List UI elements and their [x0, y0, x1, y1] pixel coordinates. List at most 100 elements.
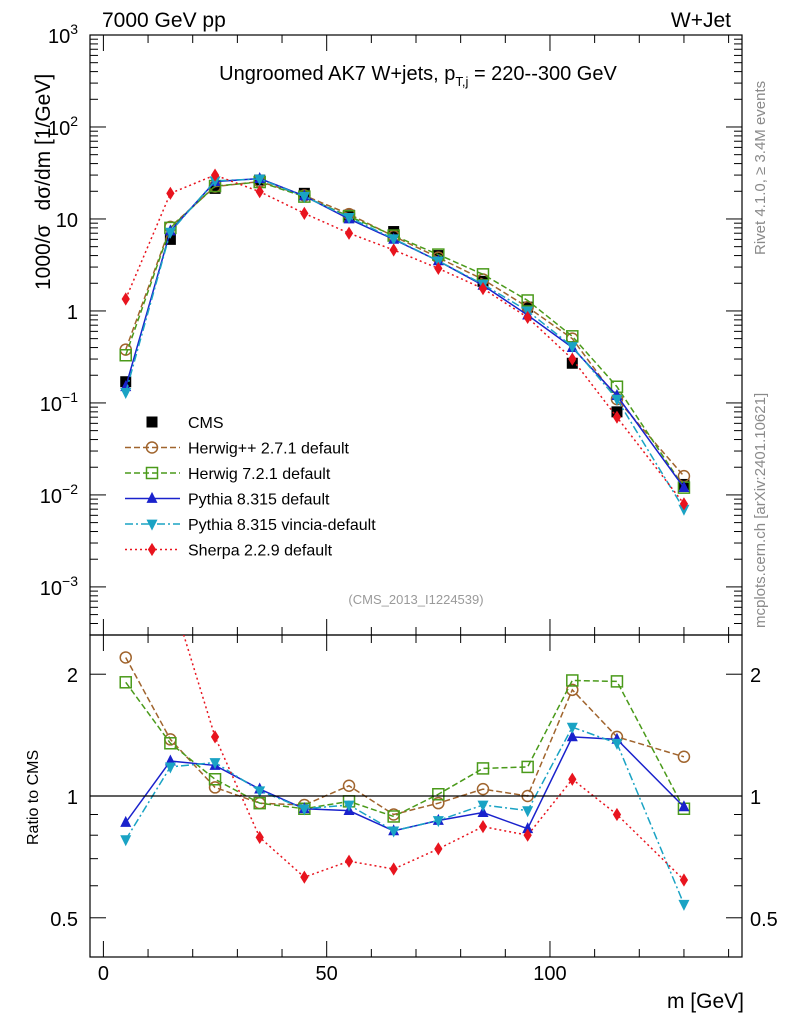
ratio-data-point [344, 854, 354, 868]
y-tick-label: 10−3 [40, 573, 78, 600]
ratio-data-point [164, 737, 177, 750]
legend-marker [145, 441, 159, 454]
ratio-data-point [566, 674, 579, 687]
ratio-data-point [432, 796, 445, 810]
top-data-point [521, 294, 534, 307]
y-axis-label-a: 1000/σ [32, 224, 55, 290]
legend-entry: Herwig 7.2.1 default [125, 466, 331, 483]
ratio-y-tick-label: 2 [67, 665, 78, 687]
top-data-point [121, 292, 130, 306]
ratio-data-point [389, 862, 398, 876]
legend-entry: Pythia 8.315 vincia-default [125, 517, 376, 534]
ratio-data-point [208, 781, 222, 794]
x-tick-label: 0 [98, 963, 109, 985]
ratio-data-point [432, 816, 444, 828]
ratio-data-point [568, 772, 577, 786]
top-data-point [343, 213, 355, 225]
ratio-data-point [388, 826, 400, 838]
analysis-id: (CMS_2013_I1224539) [348, 592, 483, 607]
x-tick-labels: 0 50 100 [98, 963, 567, 985]
top-data-point [389, 243, 398, 257]
ratio-data-point [522, 822, 534, 834]
ratio-data-point [164, 762, 176, 774]
ratio-data-point [478, 820, 488, 834]
top-data-point [612, 410, 622, 424]
ratio-data-point [255, 830, 264, 845]
ratio-data-point [120, 835, 132, 847]
ratio-data-point [434, 842, 443, 856]
top-series-1 [119, 175, 691, 483]
x-tick-label: 50 [316, 963, 338, 985]
y-tick-label-base: 10 [56, 210, 78, 232]
ratio-data-point [678, 800, 690, 812]
ratio-series-1 [119, 674, 691, 823]
top-axis-ticks [90, 34, 742, 957]
y-tick-label: 1 [67, 302, 78, 324]
legend-marker [147, 542, 157, 557]
top-series-group [119, 168, 691, 516]
y-tick-label-base: 10 [40, 486, 62, 508]
ratio-data-point [476, 762, 490, 775]
ratio-series-0 [119, 651, 691, 821]
y-tick-label: 10−2 [40, 481, 78, 508]
ratio-data-point [387, 810, 400, 823]
ratio-data-point [522, 806, 534, 818]
ratio-data-point [119, 676, 132, 689]
top-data-point [210, 168, 220, 182]
legend-entry: CMS [146, 415, 224, 432]
ratio-data-point [210, 730, 220, 744]
top-data-point [388, 226, 400, 238]
ratio-axis-ticks [90, 673, 742, 958]
legend-label: CMS [188, 415, 224, 432]
ratio-y-tick-label: 1 [67, 787, 78, 809]
top-data-point [209, 176, 221, 188]
ratio-series-4 [166, 585, 689, 887]
y-tick-label-exp: −1 [62, 389, 78, 405]
ratio-series-line [125, 657, 685, 816]
top-data-point [298, 191, 310, 203]
legend-label: Herwig++ 2.7.1 default [188, 441, 350, 458]
y-tick-label-base: 10 [40, 578, 62, 600]
y-tick-label-exp: −3 [62, 573, 78, 589]
ratio-data-point [298, 804, 310, 816]
y-tick-label: 103 [48, 21, 78, 48]
ratio-data-point [342, 779, 356, 793]
ratio-series-2 [120, 730, 690, 836]
legend-label: Sherpa 2.2.9 default [188, 543, 333, 560]
top-data-point [478, 281, 488, 296]
legend-label: Pythia 8.315 vincia-default [188, 517, 376, 534]
ratio-data-point [523, 828, 532, 842]
y-axis-label-b: dσ/dm [1/GeV] [32, 74, 55, 211]
top-data-point [568, 352, 577, 366]
x-axis-label: m [GeV] [667, 990, 744, 1013]
ratio-data-point [477, 800, 489, 812]
top-series-line [125, 178, 685, 510]
chart-title-rest: = 220--300 GeV [468, 63, 617, 85]
ratio-data-point [209, 758, 221, 770]
y-tick-label-exp: −2 [62, 481, 78, 497]
ratio-data-point [678, 899, 690, 911]
y-tick-label: 10 [56, 210, 78, 232]
x-tick-label: 100 [533, 963, 566, 985]
legend-marker [146, 519, 158, 531]
top-data-point [344, 226, 354, 240]
legend-label: Herwig 7.2.1 default [188, 466, 331, 483]
legend-entry: Pythia 8.315 default [125, 492, 330, 509]
ratio-y-tick-label-right: 2 [750, 665, 761, 687]
header-left-label: 7000 GeV pp [102, 9, 226, 32]
ratio-series-3 [120, 722, 690, 911]
rivet-label: Rivet 4.1.0, ≥ 3.4M events [752, 81, 769, 255]
ratio-data-point [119, 651, 132, 664]
legend-marker [146, 416, 158, 428]
top-data-point [300, 206, 309, 220]
ratio-series-line [125, 726, 685, 905]
top-data-point [679, 497, 689, 511]
top-data-point [119, 348, 132, 362]
ratio-data-point [343, 800, 355, 812]
y-tick-label-exp: 3 [70, 21, 78, 37]
ratio-data-point [208, 773, 222, 786]
mcplots-label: mcplots.cern.ch [arXiv:2401.10621] [752, 393, 769, 628]
ratio-data-point [166, 585, 174, 598]
ratio-data-point [566, 730, 578, 742]
top-data-point [611, 394, 623, 406]
